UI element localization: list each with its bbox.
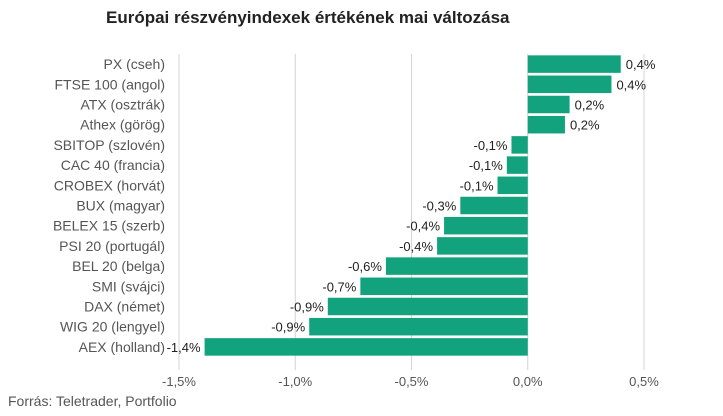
x-tick-label: 0,0% [513, 374, 543, 389]
bar [437, 237, 528, 255]
x-tick-label: -1,0% [278, 374, 312, 389]
category-label: SMI (svájci) [92, 278, 165, 294]
bar [497, 176, 528, 195]
bar [527, 95, 570, 114]
value-label: -0,3% [422, 199, 456, 214]
source-note: Forrás: Teletrader, Portfolio [8, 393, 177, 409]
bar [460, 196, 528, 215]
category-label: AEX (holland) [79, 339, 165, 355]
value-label: -0,4% [406, 219, 440, 234]
x-tick-label: 0,5% [629, 374, 659, 389]
x-tick-label: -1,5% [162, 374, 196, 389]
bar [527, 115, 565, 134]
chart-title: Európai részvényindexek értékének mai vá… [106, 8, 510, 27]
category-label: PX (cseh) [104, 56, 165, 72]
value-label: -0,4% [399, 239, 433, 254]
value-label: -0,1% [469, 158, 503, 173]
category-label: BEL 20 (belga) [72, 258, 165, 274]
bars [204, 55, 621, 356]
value-label: 0,2% [575, 98, 605, 113]
category-label: WIG 20 (lengyel) [60, 319, 165, 335]
value-label: -0,9% [290, 300, 324, 315]
value-labels: 0,4% 0,4% 0,2% 0,2% -0,1% -0,1% -0,1% -0,3% -0,4… [167, 57, 656, 355]
bar [385, 257, 528, 275]
bar [309, 317, 528, 336]
value-label: -1,4% [167, 340, 201, 355]
bar [527, 55, 621, 73]
value-label: -0,1% [460, 178, 494, 193]
x-tick-label: -0,5% [395, 374, 429, 389]
value-label: -0,1% [474, 138, 508, 153]
value-label: -0,9% [271, 320, 305, 335]
category-label: Athex (görög) [80, 117, 165, 133]
value-label: 0,2% [570, 118, 600, 133]
bar [527, 75, 612, 94]
bar [204, 338, 528, 356]
category-label: ATX (osztrák) [80, 97, 165, 113]
x-axis-tick-labels: -1,5% -1,0% -0,5% 0,0% 0,5% [162, 374, 659, 389]
category-label: SBITOP (szlovén) [53, 137, 165, 153]
category-label: DAX (német) [84, 299, 165, 315]
bar [506, 156, 528, 174]
category-label: CROBEX (horvát) [54, 177, 165, 193]
category-label: BELEX 15 (szerb) [53, 218, 165, 234]
bar [327, 297, 528, 316]
value-label: -0,7% [322, 279, 356, 294]
value-label: -0,6% [348, 259, 382, 274]
category-label: PSI 20 (portugál) [59, 238, 165, 254]
category-label: CAC 40 (francia) [61, 157, 165, 173]
bar [511, 136, 528, 154]
bar [444, 216, 528, 235]
value-label: 0,4% [626, 57, 656, 72]
bar [360, 277, 528, 296]
category-label: FTSE 100 (angol) [55, 76, 166, 92]
value-label: 0,4% [616, 77, 646, 92]
category-labels: PX (cseh) FTSE 100 (angol) ATX (osztrák) At… [53, 56, 165, 355]
category-label: BUX (magyar) [76, 198, 165, 214]
